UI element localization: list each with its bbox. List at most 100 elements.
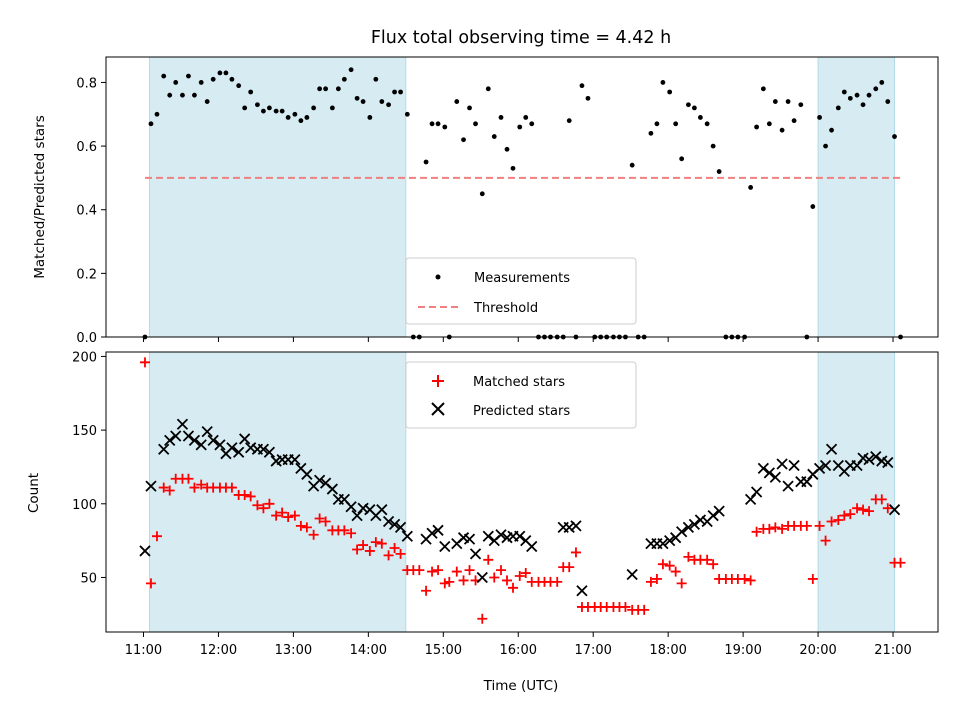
matched-star-points	[139, 357, 906, 624]
predicted-star-point	[788, 459, 800, 472]
measurement-point	[785, 99, 791, 104]
matched-star-point	[751, 526, 762, 537]
top-x-ticks	[142, 337, 894, 342]
predicted-star-point	[870, 450, 882, 463]
measurement-point	[267, 105, 272, 111]
measurement-point	[435, 121, 441, 127]
measurement-point	[341, 76, 347, 82]
predicted-star-point	[882, 456, 894, 469]
predicted-star-point	[570, 520, 582, 532]
measurement-point	[379, 99, 385, 104]
measurement-point	[760, 86, 766, 92]
matched-star-point	[502, 575, 513, 586]
measurement-point	[198, 80, 204, 85]
measurement-point	[423, 159, 429, 165]
measurement-point	[154, 111, 160, 117]
matched-star-point	[801, 520, 812, 531]
matched-star-point	[483, 554, 494, 565]
measurement-point	[835, 105, 841, 111]
matched-star-point	[189, 482, 200, 493]
measurement-point	[629, 162, 635, 168]
matched-star-point	[433, 565, 444, 576]
matched-star-point	[183, 473, 194, 484]
predicted-star-point	[688, 518, 701, 531]
measurement-point	[285, 115, 291, 120]
matched-star-point	[651, 573, 662, 584]
shaded-window	[817, 351, 896, 633]
matched-star-point	[814, 520, 825, 531]
predicted-star-point	[158, 443, 170, 455]
measurement-point	[292, 111, 298, 117]
measurement-point	[354, 95, 360, 101]
predicted-star-point	[139, 545, 151, 557]
predicted-star-point	[239, 433, 251, 445]
matched-star-point	[895, 557, 906, 568]
measurement-point	[679, 156, 685, 162]
matched-star-point	[645, 576, 656, 587]
measurement-point	[510, 165, 516, 171]
measurement-point	[791, 118, 797, 124]
matched-star-point	[358, 540, 369, 551]
predicted-star-point	[526, 540, 538, 553]
predicted-star-point	[482, 530, 494, 542]
measurement-point	[186, 73, 191, 79]
predicted-star-point	[207, 434, 219, 447]
measurement-point	[873, 86, 879, 92]
top-y-tick-label: 0.4	[76, 204, 97, 219]
measurement-point	[885, 99, 891, 104]
bottom-x-ticks: 11:00 12:00 13:00 14:00 15:00 16:00 17:00 18:00…	[125, 632, 912, 658]
predicted-star-point	[514, 530, 526, 542]
measurement-point	[192, 92, 197, 98]
predicted-star-point	[170, 430, 182, 442]
predicted-star-point	[301, 468, 313, 480]
measurement-point	[335, 86, 341, 92]
measurement-point	[823, 143, 828, 149]
measurement-point	[860, 102, 866, 108]
legend-threshold-label: Threshold	[473, 301, 538, 316]
measurement-point	[798, 102, 804, 108]
x-tick-label: 17:00	[574, 643, 611, 658]
measurement-point	[404, 111, 410, 117]
measurement-point	[841, 89, 847, 95]
measurement-point	[686, 102, 691, 108]
matched-star-point	[676, 578, 687, 589]
predicted-star-point	[782, 480, 794, 492]
measurement-point	[504, 146, 510, 152]
matched-star-point	[364, 545, 375, 556]
measurement-point	[579, 83, 585, 89]
matched-star-point	[858, 504, 869, 515]
matched-star-point	[708, 559, 719, 570]
shaded-window	[148, 351, 407, 633]
top-legend-box	[405, 257, 637, 325]
measurement-point	[317, 86, 323, 92]
measurement-point	[248, 89, 254, 95]
matched-star-point	[657, 559, 668, 570]
measurement-point	[648, 130, 654, 136]
predicted-star-point	[888, 504, 901, 516]
measurement-point	[847, 95, 853, 101]
measurement-point	[716, 169, 722, 174]
predicted-star-point	[563, 521, 575, 534]
top-panel: 0.00.20.40.60.8 Matched/Predicted stars …	[32, 56, 939, 346]
matched-star-point	[514, 571, 525, 581]
matched-star-point	[271, 510, 282, 521]
x-tick-label: 18:00	[649, 643, 686, 658]
predicted-star-point	[763, 467, 775, 479]
matched-star-point	[308, 529, 319, 540]
top-y-tick-label: 0.6	[76, 140, 97, 155]
matched-star-point	[264, 498, 275, 509]
predicted-star-point	[351, 509, 363, 522]
matched-star-point	[845, 509, 856, 520]
matched-star-point	[370, 537, 381, 548]
matched-star-point	[489, 572, 500, 583]
predicted-star-point	[326, 483, 339, 495]
measurement-point	[210, 76, 216, 82]
measurement-point	[710, 143, 716, 149]
predicted-star-point	[707, 509, 719, 522]
measurement-point	[654, 121, 660, 127]
matched-star-point	[439, 578, 450, 589]
measurement-point	[229, 76, 235, 82]
matched-star-point	[833, 515, 844, 525]
predicted-star-point	[289, 453, 301, 466]
bottom-y-axis-label: Count	[26, 473, 42, 513]
